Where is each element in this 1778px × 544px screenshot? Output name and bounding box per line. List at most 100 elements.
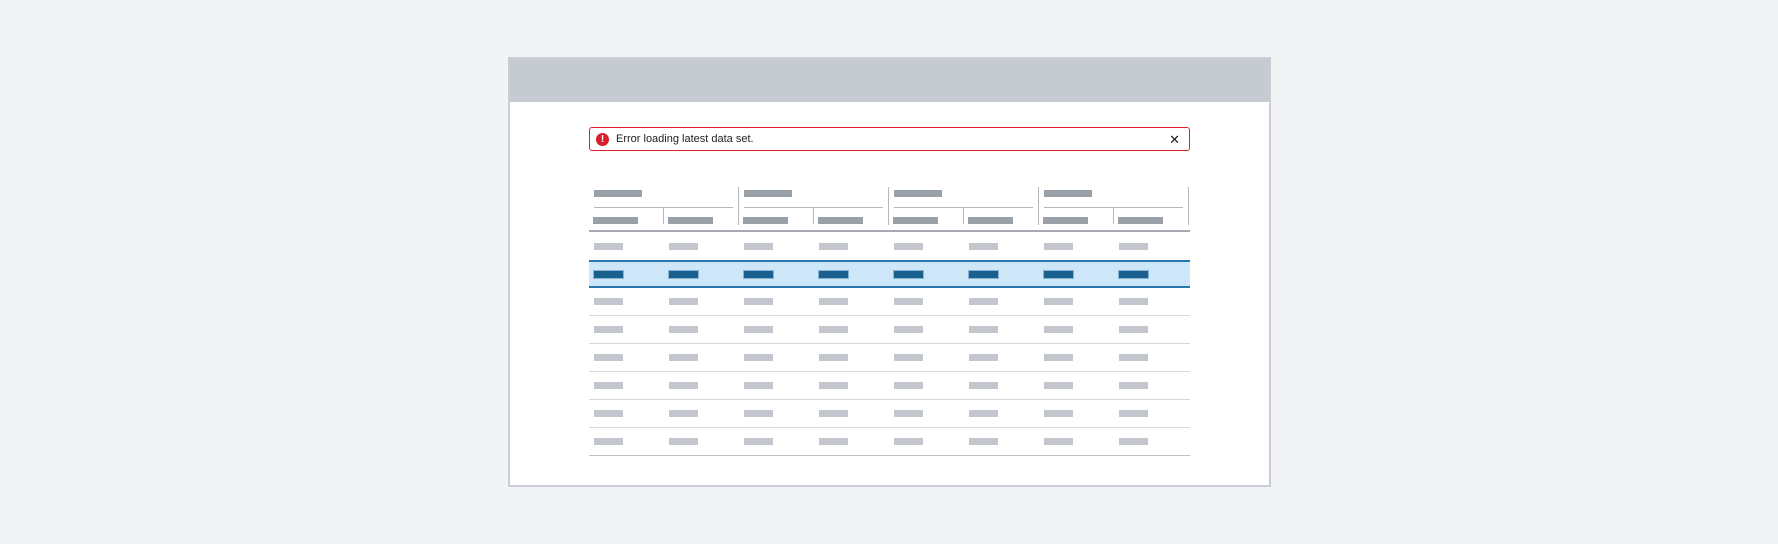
skeleton-bar: [669, 298, 698, 305]
table-row[interactable]: [589, 232, 1190, 260]
table-cell: [739, 410, 814, 417]
skeleton-bar: [1044, 438, 1073, 445]
table-cell: [814, 326, 889, 333]
skeleton-bar: [894, 354, 923, 361]
table-row-selected[interactable]: [589, 260, 1190, 288]
table-cell: [589, 382, 664, 389]
skeleton-table: [589, 186, 1190, 456]
table-cell: [739, 242, 814, 250]
skeleton-bar: [669, 410, 698, 417]
table-cell: [889, 242, 964, 250]
table-cell: [589, 242, 664, 250]
table-cell: [889, 298, 964, 305]
skeleton-bar: [894, 270, 923, 278]
alert-message: Error loading latest data set.: [616, 133, 754, 145]
skeleton-bar: [1119, 298, 1148, 305]
skeleton-bar: [744, 410, 773, 417]
skeleton-bar: [594, 242, 623, 250]
column-header-bar: [593, 217, 638, 224]
skeleton-bar: [894, 326, 923, 333]
subcolumn-divider: [963, 207, 964, 224]
table-cell: [664, 270, 739, 278]
table-cell: [1039, 242, 1114, 250]
table-cell: [589, 270, 664, 278]
skeleton-bar: [1119, 382, 1148, 389]
table-cell: [664, 298, 739, 305]
skeleton-bar: [594, 410, 623, 417]
table-cell: [1039, 270, 1114, 278]
table-cell: [1114, 354, 1189, 361]
table-cell: [589, 298, 664, 305]
column-header-bar: [818, 217, 863, 224]
table-cell: [739, 326, 814, 333]
table-cell: [814, 410, 889, 417]
error-icon: !: [596, 132, 609, 146]
table-row[interactable]: [589, 288, 1190, 316]
table-cell: [964, 354, 1039, 361]
table-cell: [664, 326, 739, 333]
table-cell: [889, 354, 964, 361]
skeleton-bar: [819, 298, 848, 305]
column-header-bar: [1043, 217, 1088, 224]
table-cell: [1039, 354, 1114, 361]
column-header-bar: [1118, 217, 1163, 224]
skeleton-bar: [1119, 354, 1148, 361]
table-cell: [739, 298, 814, 305]
skeleton-bar: [594, 298, 623, 305]
card-inner: ! Error loading latest data set. ✕: [510, 59, 1269, 485]
skeleton-bar: [594, 382, 623, 389]
table-cell: [664, 382, 739, 389]
table-cell: [964, 438, 1039, 445]
table-row[interactable]: [589, 400, 1190, 428]
table-cell: [814, 438, 889, 445]
skeleton-bar: [819, 438, 848, 445]
table-row[interactable]: [589, 428, 1190, 456]
card-header-band: [510, 59, 1269, 102]
table-body: [589, 232, 1190, 456]
skeleton-bar: [1044, 270, 1073, 278]
table-cell: [1114, 410, 1189, 417]
table-cell: [1114, 270, 1189, 278]
column-group-divider: [888, 187, 889, 225]
table-cell: [889, 326, 964, 333]
table-cell: [814, 270, 889, 278]
skeleton-bar: [894, 410, 923, 417]
column-group-divider: [1038, 187, 1039, 225]
skeleton-bar: [1044, 242, 1073, 250]
skeleton-bar: [669, 270, 698, 278]
skeleton-bar: [744, 382, 773, 389]
skeleton-bar: [819, 410, 848, 417]
alert-close-button[interactable]: ✕: [1167, 133, 1182, 146]
skeleton-bar: [1044, 354, 1073, 361]
table-cell: [1114, 298, 1189, 305]
table-cell: [814, 382, 889, 389]
skeleton-bar: [1044, 382, 1073, 389]
table-header: [589, 186, 1190, 232]
column-group-divider: [738, 187, 739, 225]
table-cell: [739, 438, 814, 445]
skeleton-bar: [1044, 326, 1073, 333]
table-row[interactable]: [589, 316, 1190, 344]
table-cell: [964, 326, 1039, 333]
skeleton-bar: [969, 242, 998, 250]
column-group-label-bar: [594, 190, 642, 197]
table-cell: [664, 410, 739, 417]
table-row[interactable]: [589, 372, 1190, 400]
table-cell: [964, 270, 1039, 278]
table-cell: [664, 242, 739, 250]
skeleton-bar: [1119, 326, 1148, 333]
table-cell: [1039, 326, 1114, 333]
skeleton-bar: [1119, 242, 1148, 250]
table-row[interactable]: [589, 344, 1190, 372]
skeleton-bar: [819, 270, 848, 278]
table-cell: [889, 410, 964, 417]
skeleton-bar: [894, 382, 923, 389]
table-cell: [1114, 242, 1189, 250]
column-group-label-bar: [744, 190, 792, 197]
column-group-header: [889, 186, 1039, 230]
table-cell: [739, 382, 814, 389]
table-cell: [589, 354, 664, 361]
column-group-header: [739, 186, 889, 230]
table-cell: [1039, 438, 1114, 445]
